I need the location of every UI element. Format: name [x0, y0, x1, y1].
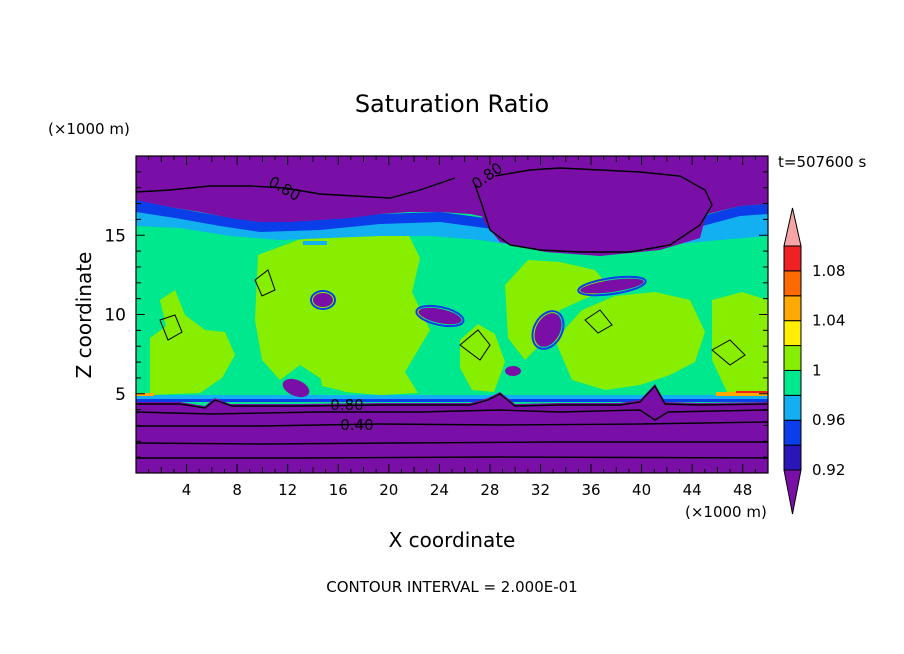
blob-edges [310, 275, 647, 350]
x-axis-label: X coordinate [389, 528, 516, 552]
contour-label-3: 0.80 [330, 396, 363, 414]
y-tick-label: 5 [115, 385, 126, 405]
time-label: t=507600 s [778, 153, 866, 171]
x-tick-label: 24 [430, 481, 449, 499]
colorbar-swatch [783, 245, 802, 272]
colorbar-label: 0.96 [812, 411, 845, 429]
patch-6 [555, 292, 705, 390]
cyan-streak [303, 241, 327, 245]
dry-blobs [282, 278, 644, 398]
x-tick-label: 12 [278, 481, 297, 499]
band-orange-right [716, 392, 768, 396]
y-unit-label: (×1000 m) [48, 120, 130, 138]
colorbar-label: 1.08 [812, 262, 845, 280]
x-unit-label: (×1000 m) [685, 503, 767, 521]
x-tick-label: 8 [232, 481, 242, 499]
patch-7 [712, 292, 768, 394]
colorbar-swatch [783, 345, 802, 371]
contour-field [136, 156, 768, 473]
colorbar-swatch [783, 270, 802, 297]
colorbar-bottom-arrow [783, 469, 802, 515]
patch-4 [460, 324, 505, 392]
y-tick-label: 15 [104, 226, 126, 246]
y-tick-label: 10 [104, 306, 126, 326]
colorbar-label: 1.04 [812, 312, 845, 330]
upper-bulge [470, 168, 710, 256]
x-tick-label: 36 [581, 481, 600, 499]
x-tick-label: 40 [632, 481, 651, 499]
band-cyan [136, 395, 768, 399]
band-blue [136, 399, 768, 402]
colorbar-swatch [783, 295, 802, 322]
x-tick-label: 32 [531, 481, 550, 499]
band-red-right [736, 391, 768, 393]
x-tick-label: 4 [182, 481, 192, 499]
patch-2 [255, 222, 430, 395]
colorbar-swatch [783, 394, 802, 421]
x-tick-label: 20 [379, 481, 398, 499]
colorbar-swatch [783, 419, 802, 446]
chart-title: Saturation Ratio [355, 90, 549, 118]
x-tick-label: 48 [733, 481, 752, 499]
contour-interval-note: CONTOUR INTERVAL = 2.000E-01 [326, 578, 577, 596]
x-tick-label: 44 [683, 481, 702, 499]
colorbar-swatch [783, 444, 802, 471]
x-tick-label: 28 [480, 481, 499, 499]
contour-lines [136, 167, 768, 459]
colorbar: 0.92 0.96 1 1.04 1.08 [783, 207, 845, 515]
patch-3 [318, 352, 372, 392]
contour-label-4: 0.40 [340, 416, 373, 434]
colorbar-label: 1 [812, 361, 822, 379]
band-orange-left [136, 393, 154, 396]
colorbar-top-arrow [783, 207, 802, 247]
colorbar-swatch [783, 320, 802, 347]
colorbar-label: 0.92 [812, 461, 845, 479]
colorbar-swatch [783, 369, 802, 396]
x-tick-label: 16 [329, 481, 348, 499]
y-axis-label: Z coordinate [72, 252, 96, 379]
